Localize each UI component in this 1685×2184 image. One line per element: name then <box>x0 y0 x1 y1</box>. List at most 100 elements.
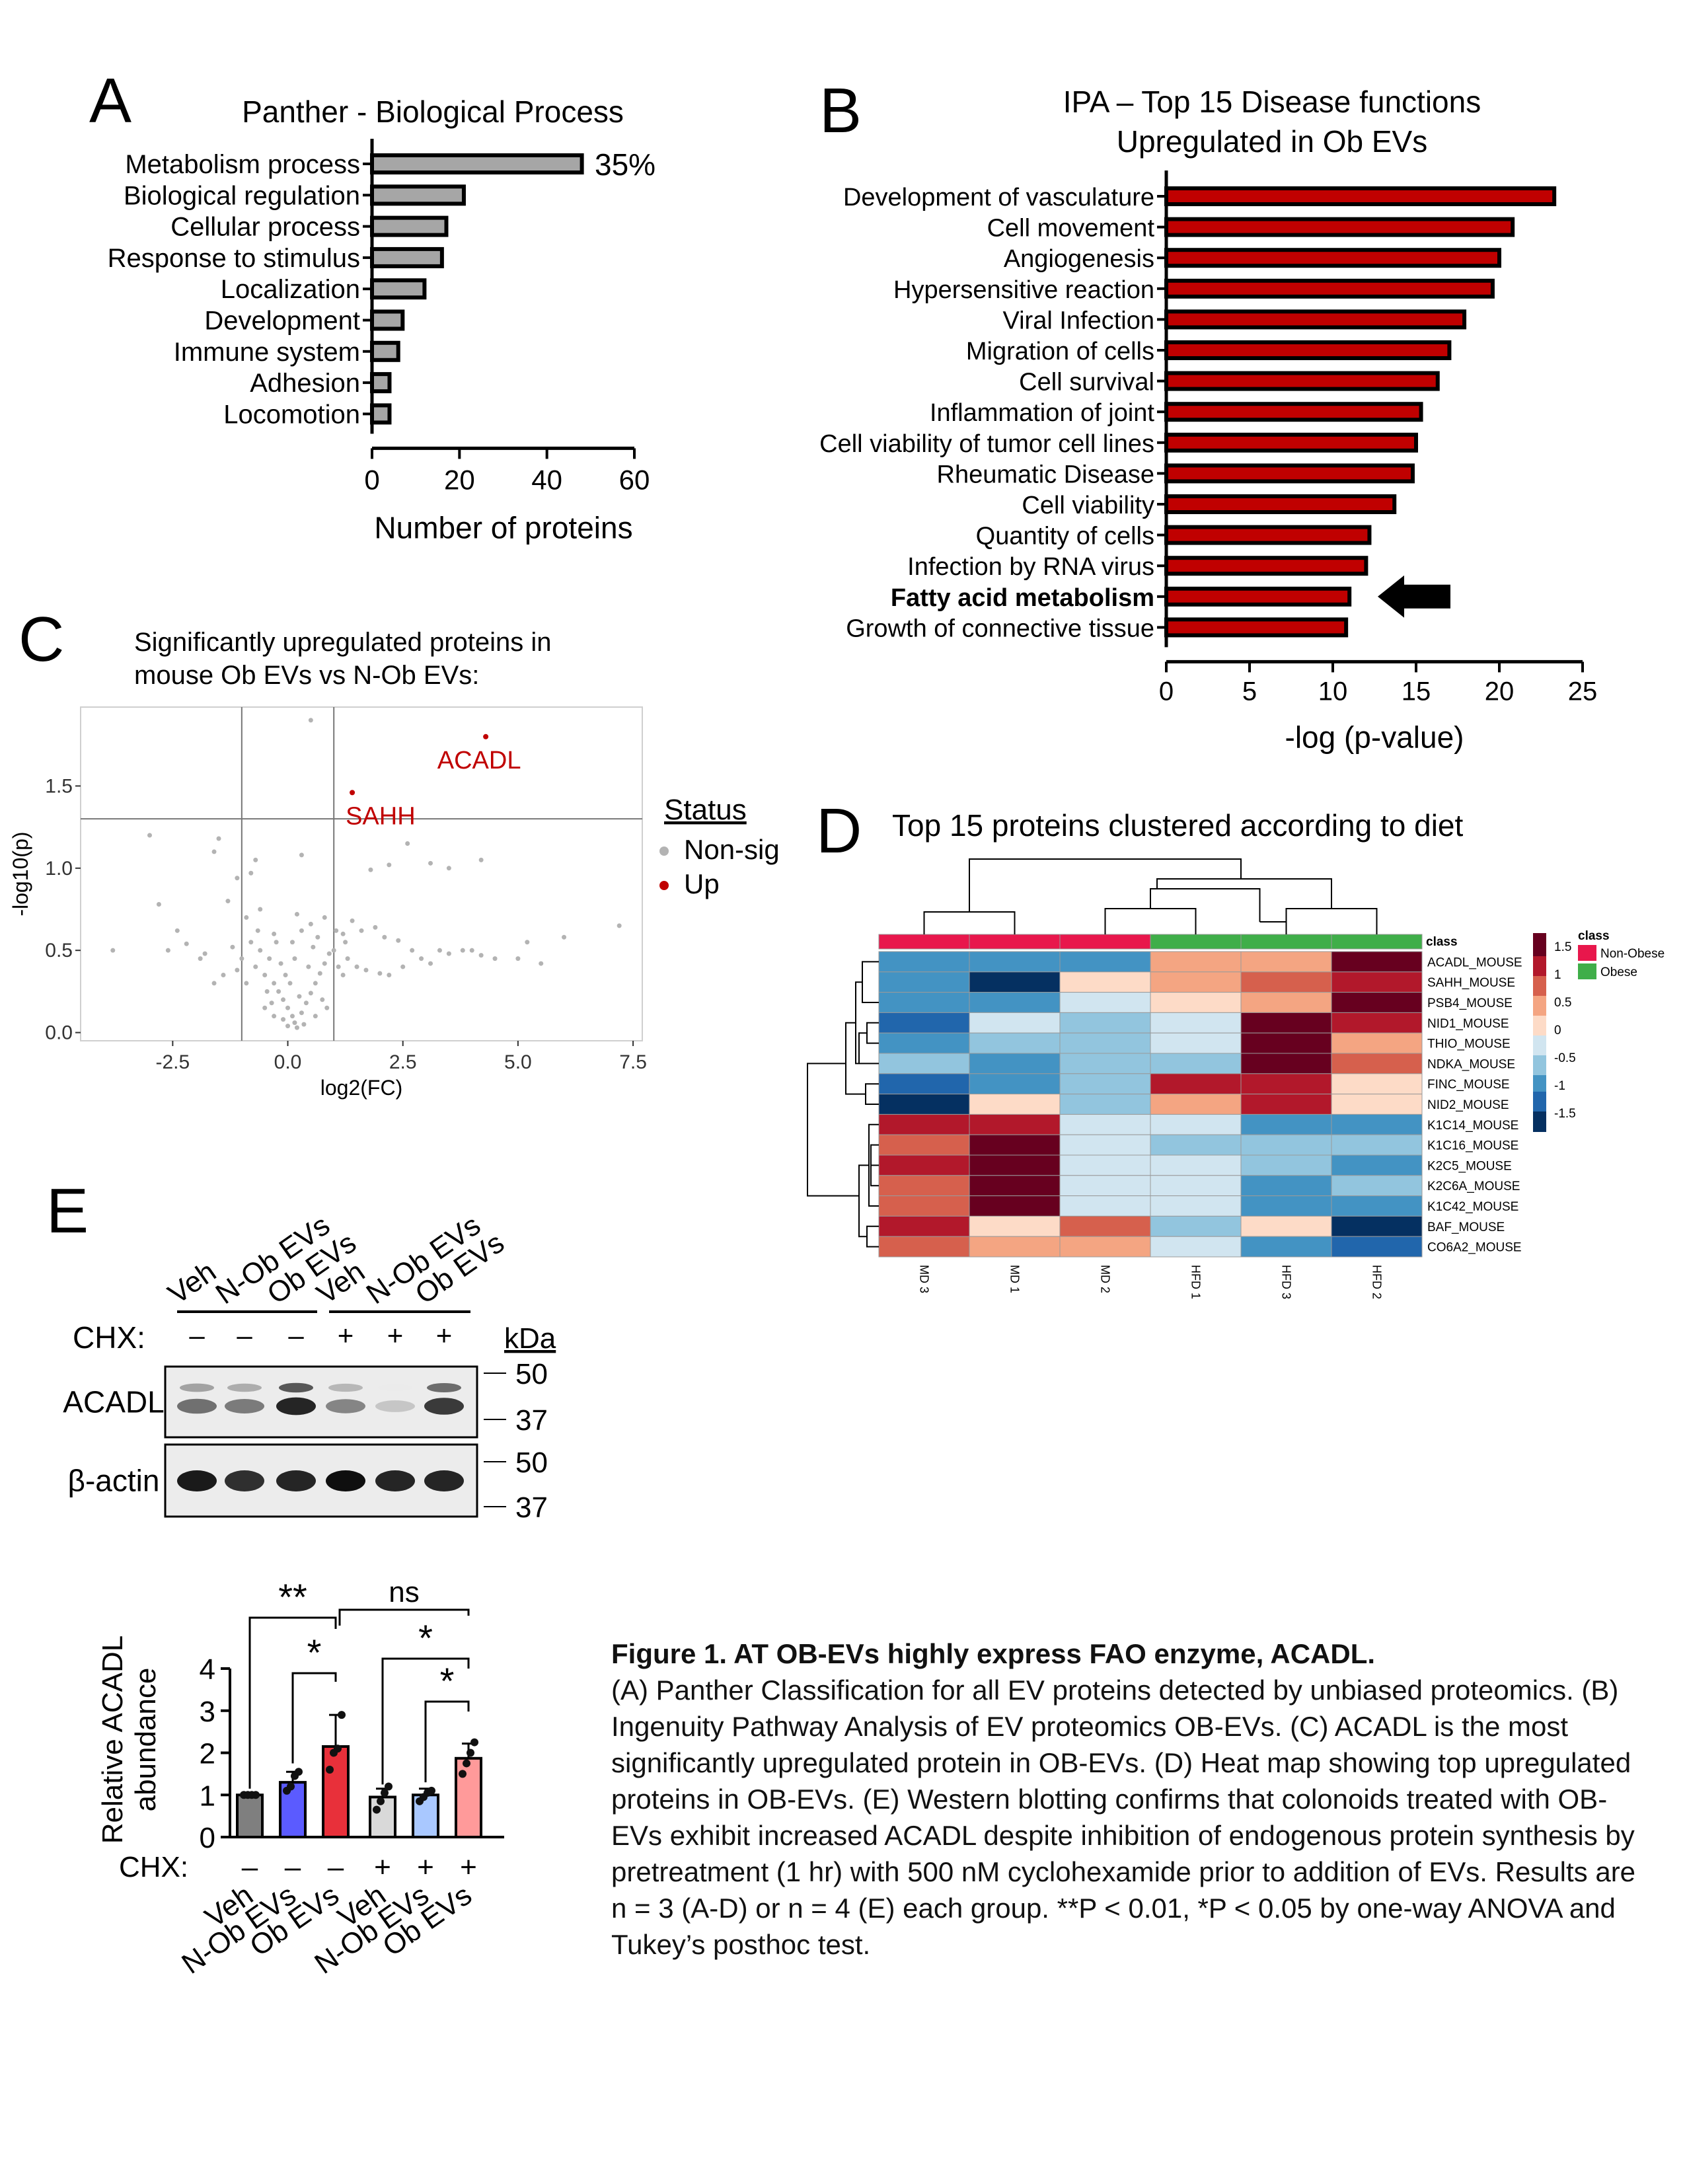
colorscale-segment <box>1533 1022 1546 1026</box>
kda-marker-label: 50 <box>515 1358 548 1390</box>
category-label-b: Angiogenesis <box>1004 245 1154 273</box>
legend-dot-c <box>659 881 669 890</box>
bar-b <box>1164 617 1349 638</box>
row-label-d: K1C14_MOUSE <box>1427 1119 1518 1133</box>
heatmap-cell <box>1240 1236 1332 1258</box>
blot-band <box>424 1398 464 1415</box>
class-bar-cell <box>1240 934 1332 950</box>
column-label-d: MD 3 <box>918 1265 931 1293</box>
y-tick-label-c: 0.5 <box>45 940 73 961</box>
class-bar-label: class <box>1426 935 1458 949</box>
heatmap-cell <box>1240 1154 1332 1176</box>
heatmap-cell <box>1150 1195 1242 1217</box>
heatmap-cell <box>1240 1032 1332 1054</box>
y-axis-label-c: -log10(p) <box>9 831 32 916</box>
legend-title-c: Status <box>664 794 747 826</box>
column-dendrogram-branch <box>1150 888 1261 922</box>
bar-b <box>1164 402 1423 422</box>
colorscale-segment <box>1533 993 1546 997</box>
panel-c: C Significantly upregulated proteins in mo… <box>9 604 780 1100</box>
category-label-a: Localization <box>221 275 360 304</box>
heatmap-cell <box>1059 1094 1151 1115</box>
colorscale-segment <box>1533 1095 1546 1099</box>
chx-sign-bar: + <box>460 1851 477 1883</box>
point-nonsig <box>324 1005 330 1010</box>
colorscale-tick-label: 0 <box>1554 1024 1561 1037</box>
x-axis-label-a: Number of proteins <box>374 510 632 545</box>
colorscale-segment <box>1533 1049 1546 1053</box>
point-nonsig <box>165 948 170 953</box>
category-label-a: Metabolism process <box>125 150 360 179</box>
colorscale-segment <box>1533 1118 1546 1122</box>
colorscale-segment <box>1533 1102 1546 1106</box>
bar-a <box>370 215 449 237</box>
point-nonsig <box>478 953 484 958</box>
point-nonsig <box>248 940 254 945</box>
chart-title-c1: Significantly upregulated proteins in <box>134 628 552 657</box>
heatmap-cell <box>1240 1195 1332 1217</box>
heatmap-cell <box>1150 1113 1242 1135</box>
heatmap-cell <box>1331 1154 1423 1176</box>
chx-sign-bar: – <box>328 1851 344 1883</box>
point-nonsig <box>272 1014 277 1019</box>
sig-nob-ob-bracket <box>291 1672 337 1764</box>
bar-a <box>370 246 444 268</box>
blot-band-upper <box>427 1383 461 1392</box>
heatmap-cell <box>1240 951 1332 973</box>
heatmap-cell <box>1150 1236 1242 1258</box>
heatmap-cell <box>1059 1215 1151 1237</box>
bar-a <box>370 372 392 394</box>
colorscale-segment <box>1533 1042 1546 1046</box>
bar-e <box>455 1756 482 1839</box>
row-label-d: K2C6A_MOUSE <box>1427 1180 1520 1193</box>
point-nonsig <box>267 956 272 961</box>
heatmap-cell <box>969 1012 1061 1034</box>
point-nonsig <box>299 1010 304 1016</box>
blot-band <box>375 1470 415 1491</box>
category-label-b: Cell viability of tumor cell lines <box>819 430 1154 458</box>
point-nonsig <box>294 1025 299 1030</box>
x-tick-label-b: 25 <box>1568 677 1598 706</box>
x-axis-label-c: log2(FC) <box>320 1076 402 1100</box>
y-axis-label-e2: abundance <box>130 1668 162 1812</box>
colorscale-segment <box>1533 1016 1546 1020</box>
point-nonsig <box>239 956 244 961</box>
bar-b <box>1164 248 1501 268</box>
point-nonsig <box>334 928 339 933</box>
colorscale-segment <box>1533 1009 1546 1013</box>
point-nonsig <box>317 971 322 976</box>
column-dendrogram-branch <box>923 911 1016 934</box>
chx-sign-blot: + <box>436 1320 453 1351</box>
point-nonsig <box>363 967 369 973</box>
legend-label-c: Non-sig <box>684 834 780 865</box>
panel-d: D Top 15 proteins clustered according to … <box>807 796 1665 1299</box>
point-nonsig <box>387 862 392 868</box>
colorscale-segment <box>1533 1098 1546 1102</box>
point-nonsig <box>354 964 359 969</box>
x-tick-label-c: -2.5 <box>155 1051 190 1073</box>
x-tick-label-a: 0 <box>364 464 379 495</box>
panel-letter-d: D <box>816 796 862 866</box>
point-nonsig <box>269 1000 274 1006</box>
point-nonsig <box>184 941 189 946</box>
point-nonsig <box>308 921 313 926</box>
point-nonsig <box>156 902 161 907</box>
blot-band-upper <box>328 1383 363 1392</box>
row-dendrogram-branch <box>858 1032 867 1064</box>
column-dendrogram-branch <box>1285 908 1378 934</box>
point-nonsig <box>297 994 302 999</box>
heatmap-cell <box>1331 1053 1423 1074</box>
heatmap-cell <box>1059 1195 1151 1217</box>
blot-membrane <box>164 1365 478 1439</box>
point-nonsig <box>315 934 320 940</box>
heatmap-cell <box>1240 1012 1332 1034</box>
colorscale-segment <box>1533 1039 1546 1043</box>
heatmap-cell <box>969 1134 1061 1156</box>
point-nonsig <box>216 836 221 841</box>
data-point-e <box>377 1797 385 1805</box>
point-nonsig <box>311 944 316 950</box>
data-point-e <box>428 1786 435 1795</box>
heatmap-cell <box>1331 1215 1423 1237</box>
data-point-e <box>252 1791 260 1799</box>
sig-vehchx-obchx-label: * <box>418 1617 433 1659</box>
